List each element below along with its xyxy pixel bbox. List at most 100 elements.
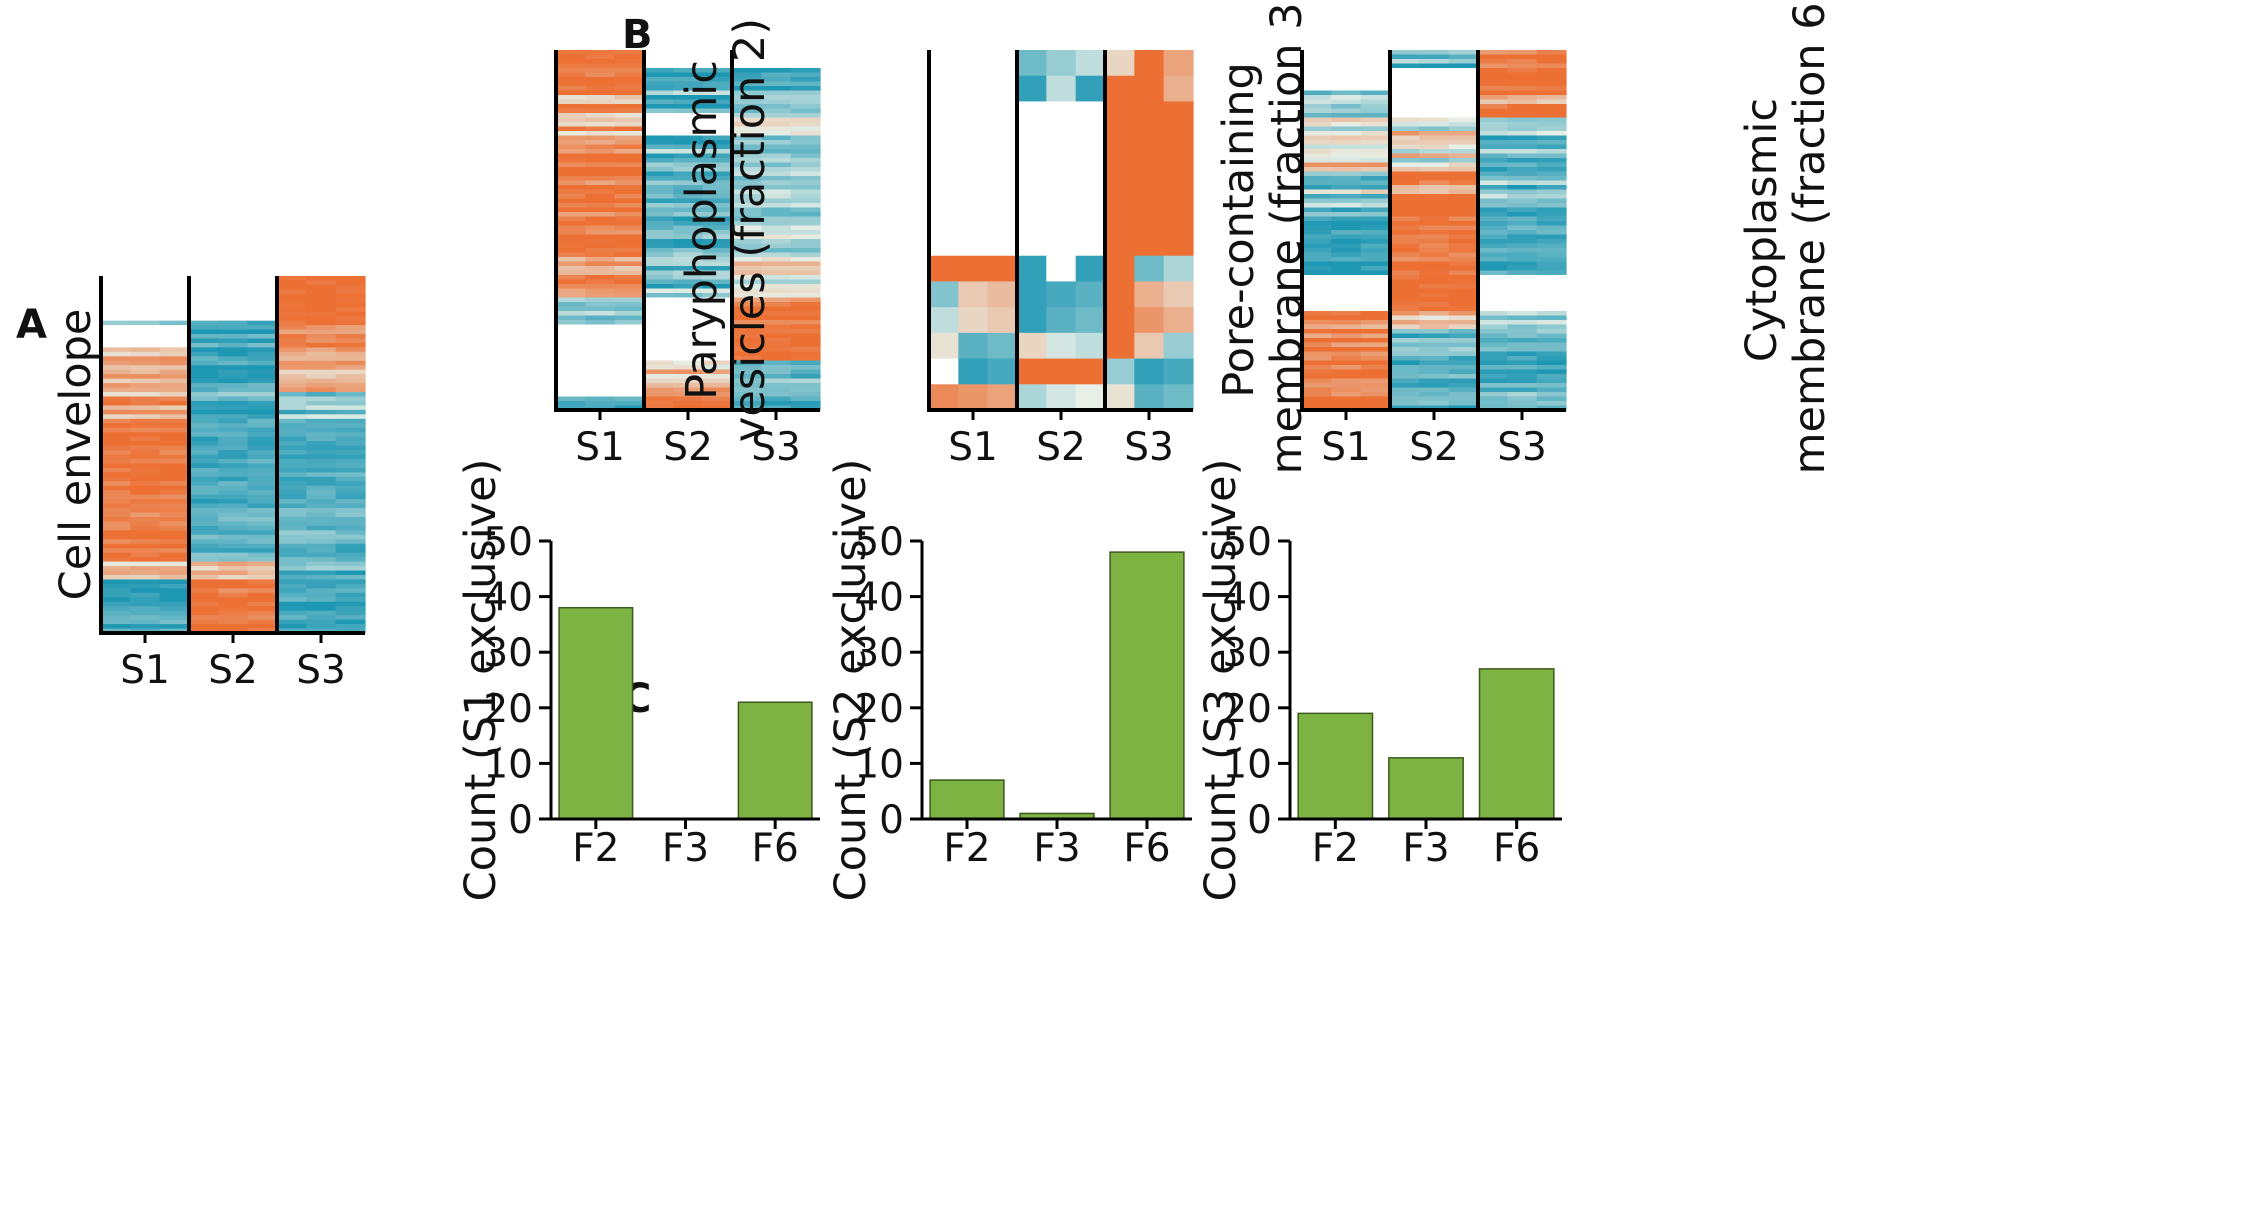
heatmap-cell — [189, 276, 219, 282]
heatmap-cell — [1478, 117, 1508, 123]
heatmap-cell — [101, 615, 131, 621]
heatmap-cell — [247, 534, 278, 540]
heatmap-cell — [644, 59, 674, 65]
heatmap-cell — [790, 378, 821, 384]
heatmap-cell — [585, 72, 616, 78]
heatmap-cell — [1331, 221, 1362, 227]
y-axis-label: Cytoplasmic — [1737, 98, 1787, 362]
heatmap-cell — [644, 279, 674, 285]
heatmap-cell — [1507, 77, 1538, 83]
heatmap-cell — [1419, 279, 1450, 285]
heatmap-cell — [1536, 311, 1567, 317]
heatmap-cell — [159, 606, 190, 612]
heatmap-cell — [556, 302, 586, 308]
heatmap-cell — [247, 592, 278, 598]
heatmap-cell — [1419, 59, 1450, 65]
heatmap-cell — [1448, 216, 1479, 222]
heatmap-cell — [335, 338, 366, 344]
heatmap-cell — [1360, 167, 1391, 173]
heatmap-cell — [1360, 356, 1391, 362]
heatmap-cell — [1507, 99, 1538, 105]
heatmap-cell — [1075, 178, 1106, 205]
heatmap-cell — [159, 334, 190, 340]
heatmap-cell — [761, 329, 792, 335]
heatmap-cell — [1360, 351, 1391, 357]
heatmap-cell — [1331, 311, 1362, 317]
x-tick-label: S2 — [1409, 425, 1459, 470]
heatmap-cell — [614, 252, 645, 258]
heatmap-cell — [585, 392, 616, 398]
heatmap-cell — [159, 289, 190, 295]
heatmap-cell — [1390, 329, 1420, 335]
heatmap-cell — [101, 329, 131, 335]
heatmap-cell — [1331, 90, 1362, 96]
heatmap-cell — [585, 221, 616, 227]
heatmap-cell — [1390, 230, 1420, 236]
heatmap-cell — [277, 347, 307, 353]
heatmap-cell — [159, 400, 190, 407]
heatmap-cell — [277, 481, 307, 487]
heatmap-cell — [1163, 204, 1194, 231]
heatmap-cell — [732, 351, 762, 357]
heatmap-cell — [1419, 338, 1450, 344]
heatmap-cell — [644, 333, 674, 339]
heatmap-cell — [218, 405, 249, 411]
heatmap-cell — [218, 316, 249, 322]
heatmap-cell — [247, 347, 278, 353]
heatmap-cell — [277, 601, 307, 607]
heatmap-cell — [189, 418, 219, 424]
heatmap-cell — [702, 207, 733, 213]
heatmap-cell — [1507, 329, 1538, 335]
bar-f6 — [737, 701, 813, 820]
heatmap-cell — [644, 113, 674, 119]
heatmap-cell — [761, 162, 792, 168]
heatmap-cell — [702, 356, 733, 362]
heatmap-cell — [1507, 315, 1538, 321]
heatmap-cell — [1360, 239, 1391, 245]
heatmap-cell — [1419, 216, 1450, 222]
heatmap-cell — [1536, 320, 1567, 326]
heatmap-cell — [556, 216, 586, 222]
heatmap-cell — [644, 369, 674, 375]
heatmap-cell — [987, 281, 1018, 308]
heatmap-cell — [101, 472, 131, 478]
heatmap-cell — [1105, 75, 1135, 103]
heatmap-cell — [306, 280, 337, 286]
heatmap-cell — [644, 185, 674, 191]
heatmap-cell — [1478, 401, 1508, 407]
heatmap-cell — [761, 221, 792, 227]
heatmap-cell — [929, 204, 959, 231]
heatmap-cell — [130, 311, 161, 317]
heatmap-cell — [159, 574, 190, 581]
heatmap-cell — [1360, 320, 1391, 326]
heatmap-cell — [1536, 248, 1567, 254]
heatmap-cell — [306, 530, 337, 536]
heatmap-cell — [929, 384, 959, 411]
heatmap-cell — [1507, 248, 1538, 254]
heatmap-cell — [1390, 401, 1420, 407]
heatmap-cell — [1331, 351, 1362, 357]
x-tick-label: F3 — [1402, 826, 1449, 871]
heatmap-cell — [1331, 216, 1362, 222]
heatmap-cell — [247, 552, 278, 558]
heatmap-cell — [1448, 68, 1479, 74]
heatmap-cell — [732, 140, 762, 146]
heatmap-cell — [130, 548, 161, 554]
heatmap-cell — [1390, 198, 1420, 204]
heatmap-cell — [1017, 50, 1047, 77]
heatmap-cell — [732, 302, 762, 308]
heatmap-cell — [1390, 338, 1420, 344]
heatmap-cell — [247, 485, 278, 491]
heatmap-cell — [644, 72, 674, 78]
heatmap-cell — [218, 414, 249, 420]
heatmap-cell — [556, 342, 586, 348]
heatmap-cell — [1105, 358, 1135, 385]
heatmap-cell — [1360, 221, 1391, 227]
heatmap-cell — [189, 624, 219, 630]
heatmap-cell — [189, 298, 219, 304]
heatmap-cell — [1390, 212, 1420, 218]
heatmap-cell — [335, 624, 366, 630]
y-axis-label: Paryphoplasmic — [677, 60, 727, 400]
heatmap-cell — [556, 369, 586, 375]
